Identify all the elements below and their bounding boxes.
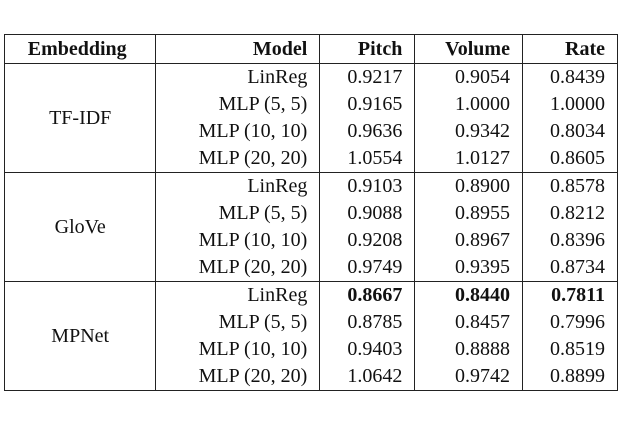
model-cell: LinReg bbox=[155, 172, 321, 200]
results-table: Embedding Model Pitch Volume Rate TF-IDF LinR… bbox=[3, 34, 619, 391]
value-cell: 0.8734 bbox=[521, 254, 619, 282]
value-cell: 0.9103 bbox=[319, 172, 416, 200]
model-cell: MLP (20, 20) bbox=[155, 145, 321, 173]
value-cell: 1.0000 bbox=[414, 91, 523, 118]
value-cell: 0.8457 bbox=[414, 309, 523, 336]
column-header: Pitch bbox=[319, 34, 416, 64]
value-cell: 0.9749 bbox=[319, 254, 416, 282]
value-cell: 0.8785 bbox=[319, 309, 416, 336]
header-row: Embedding Model Pitch Volume Rate bbox=[3, 34, 619, 64]
table-row: MLP (20, 20) 0.9749 0.9395 0.8734 bbox=[5, 254, 619, 282]
value-cell: 0.9208 bbox=[319, 227, 416, 254]
column-header: Volume bbox=[414, 34, 523, 64]
value-cell: 0.8519 bbox=[521, 336, 619, 363]
value-cell: 1.0642 bbox=[319, 363, 416, 391]
value-cell: 0.9342 bbox=[414, 118, 523, 145]
embedding-cell: TF-IDF bbox=[3, 63, 157, 173]
value-cell: 0.7996 bbox=[521, 309, 619, 336]
value-cell: 0.8578 bbox=[521, 172, 619, 200]
table-row: MLP (20, 20) 1.0642 0.9742 0.8899 bbox=[5, 363, 619, 391]
table-row: MLP (5, 5) 0.8785 0.8457 0.7996 bbox=[5, 309, 619, 336]
model-cell: LinReg bbox=[155, 63, 321, 91]
value-cell: 1.0000 bbox=[521, 91, 619, 118]
model-cell: MLP (10, 10) bbox=[155, 227, 321, 254]
value-cell: 1.0554 bbox=[319, 145, 416, 173]
value-cell: 0.8439 bbox=[521, 63, 619, 91]
value-cell: 0.8212 bbox=[521, 200, 619, 227]
value-cell: 0.7811 bbox=[521, 281, 619, 309]
value-cell: 0.8967 bbox=[414, 227, 523, 254]
value-cell: 0.9165 bbox=[319, 91, 416, 118]
table-row: MLP (10, 10) 0.9636 0.9342 0.8034 bbox=[5, 118, 619, 145]
value-cell: 0.8440 bbox=[414, 281, 523, 309]
value-cell: 0.8900 bbox=[414, 172, 523, 200]
value-cell: 0.9217 bbox=[319, 63, 416, 91]
table-row: GloVe LinReg 0.9103 0.8900 0.8578 bbox=[3, 172, 619, 282]
model-cell: MLP (5, 5) bbox=[155, 91, 321, 118]
value-cell: 0.9636 bbox=[319, 118, 416, 145]
value-cell: 0.8667 bbox=[319, 281, 416, 309]
table-row: MLP (5, 5) 0.9088 0.8955 0.8212 bbox=[5, 200, 619, 227]
value-cell: 0.9054 bbox=[414, 63, 523, 91]
column-header: Model bbox=[155, 34, 321, 64]
column-header: Embedding bbox=[3, 34, 157, 64]
model-cell: MLP (5, 5) bbox=[155, 309, 321, 336]
model-cell: LinReg bbox=[155, 281, 321, 309]
model-cell: MLP (10, 10) bbox=[155, 336, 321, 363]
table-body: TF-IDF LinReg 0.9217 0.9054 0.8439 MLP (5, 5)… bbox=[3, 63, 619, 391]
table-row: MLP (5, 5) 0.9165 1.0000 1.0000 bbox=[5, 91, 619, 118]
value-cell: 0.8605 bbox=[521, 145, 619, 173]
value-cell: 0.8888 bbox=[414, 336, 523, 363]
value-cell: 0.9742 bbox=[414, 363, 523, 391]
table-row: MLP (10, 10) 0.9403 0.8888 0.8519 bbox=[5, 336, 619, 363]
value-cell: 0.9395 bbox=[414, 254, 523, 282]
value-cell: 0.8396 bbox=[521, 227, 619, 254]
embedding-cell: GloVe bbox=[3, 172, 157, 282]
model-cell: MLP (20, 20) bbox=[155, 254, 321, 282]
value-cell: 0.8955 bbox=[414, 200, 523, 227]
value-cell: 0.8034 bbox=[521, 118, 619, 145]
value-cell: 0.9403 bbox=[319, 336, 416, 363]
embedding-cell: MPNet bbox=[3, 281, 157, 391]
table-row: TF-IDF LinReg 0.9217 0.9054 0.8439 bbox=[3, 63, 619, 173]
model-cell: MLP (10, 10) bbox=[155, 118, 321, 145]
model-cell: MLP (5, 5) bbox=[155, 200, 321, 227]
table-row: MLP (10, 10) 0.9208 0.8967 0.8396 bbox=[5, 227, 619, 254]
value-cell: 0.9088 bbox=[319, 200, 416, 227]
value-cell: 0.8899 bbox=[521, 363, 619, 391]
table-row: MPNet LinReg 0.8667 0.8440 0.7811 bbox=[3, 281, 619, 391]
value-cell: 1.0127 bbox=[414, 145, 523, 173]
table-row: MLP (20, 20) 1.0554 1.0127 0.8605 bbox=[5, 145, 619, 173]
column-header: Rate bbox=[521, 34, 619, 64]
model-cell: MLP (20, 20) bbox=[155, 363, 321, 391]
